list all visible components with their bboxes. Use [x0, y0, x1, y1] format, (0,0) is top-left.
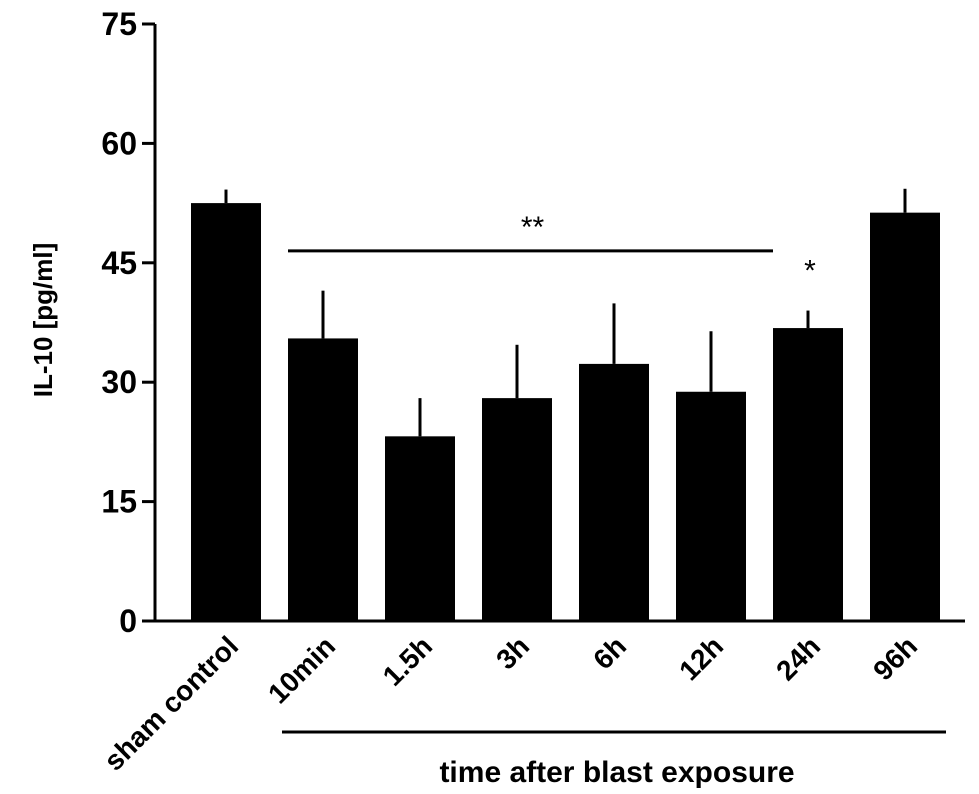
- significance-label: **: [521, 211, 545, 244]
- bar: [482, 398, 552, 621]
- x-tick-label: 24h: [770, 630, 826, 686]
- y-tick-label: 15: [101, 484, 137, 520]
- y-tick-label: 45: [101, 245, 137, 281]
- bar: [773, 328, 843, 621]
- bar: [676, 391, 746, 621]
- x-tick-label: 12h: [673, 630, 729, 686]
- x-axis-title: time after blast exposure: [439, 756, 794, 789]
- axes: [153, 24, 965, 623]
- significance-annotations: ***: [288, 211, 816, 287]
- x-tick-label: 96h: [867, 630, 923, 686]
- bar: [385, 436, 455, 621]
- x-tick-label: 6h: [587, 630, 632, 675]
- y-tick-label: 75: [101, 6, 137, 42]
- y-tick-label: 60: [101, 125, 137, 161]
- y-ticks: 0 15 30 45 60 75: [101, 6, 155, 639]
- y-tick-label: 30: [101, 364, 137, 400]
- x-tick-label: 10min: [262, 630, 341, 709]
- bar: [579, 363, 649, 621]
- x-tick-label: 1.5h: [377, 630, 439, 692]
- significance-label: *: [804, 254, 816, 287]
- bars: [191, 203, 940, 622]
- x-tick-label: sham control: [98, 630, 244, 776]
- category-labels: sham control 10min 1.5h 3h 6h 12h 24h 96h: [98, 630, 923, 776]
- x-tick-label: 3h: [490, 630, 535, 675]
- error-bars: [224, 188, 907, 437]
- y-axis-title: IL-10 [pg/ml]: [28, 243, 58, 398]
- bar: [288, 338, 358, 621]
- bar: [191, 203, 261, 621]
- bar: [870, 212, 940, 622]
- y-tick-label: 0: [119, 603, 137, 639]
